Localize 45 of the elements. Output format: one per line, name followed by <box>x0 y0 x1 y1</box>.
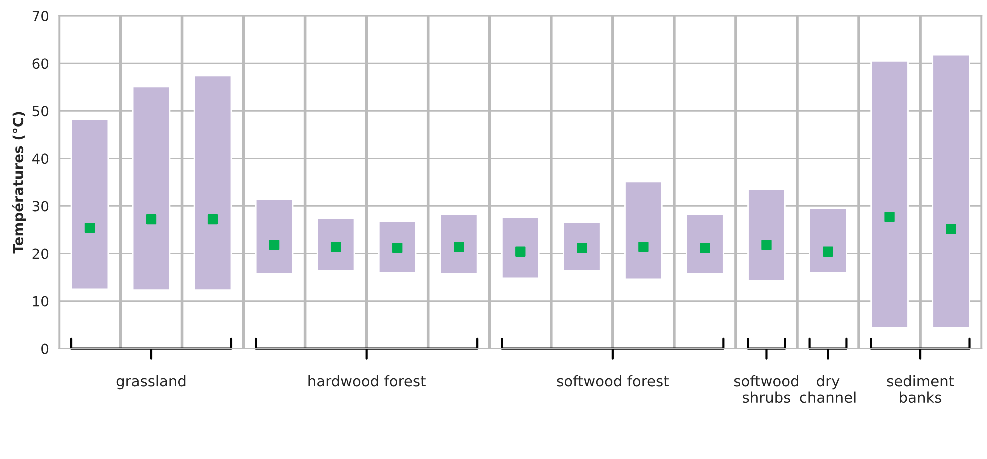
point <box>330 242 342 252</box>
bar <box>563 222 602 272</box>
y-tick-label: 70 <box>32 11 49 22</box>
text: dry channel <box>800 375 856 404</box>
bar <box>316 218 356 272</box>
point <box>269 240 280 250</box>
point <box>762 240 772 250</box>
point <box>884 212 895 222</box>
y-tick-label: 50 <box>32 106 49 117</box>
bar <box>624 181 663 280</box>
bar <box>686 214 724 274</box>
y-axis-title: Températures (°C) <box>12 112 26 254</box>
y-tick-label: 40 <box>32 154 49 164</box>
point <box>208 214 218 225</box>
point <box>946 224 956 234</box>
y-tick-label: 0 <box>42 344 49 354</box>
bar <box>748 188 786 282</box>
y-tick-label: 20 <box>32 248 49 260</box>
text: sediment banks <box>887 375 954 404</box>
point <box>516 246 526 257</box>
point <box>84 223 96 234</box>
text: hardwood forest <box>308 375 426 387</box>
point <box>146 214 157 225</box>
bar <box>932 54 970 329</box>
bar <box>70 119 110 290</box>
bar <box>870 60 909 329</box>
point <box>638 242 649 252</box>
bar <box>809 208 848 274</box>
y-tick-label: 10 <box>33 296 49 307</box>
text: softwood forest <box>557 375 669 387</box>
bar <box>440 214 478 274</box>
bar <box>194 75 232 292</box>
bar <box>132 86 171 292</box>
bar <box>378 220 417 274</box>
point <box>823 246 834 257</box>
bar <box>501 216 540 280</box>
point <box>577 242 588 254</box>
text: grassland <box>116 375 186 390</box>
point <box>700 242 710 254</box>
point <box>454 242 464 252</box>
y-tick-label: 60 <box>32 58 49 70</box>
y-tick-label: 30 <box>32 201 49 212</box>
bar <box>255 198 294 274</box>
text: softwood shrubs <box>734 375 798 404</box>
point <box>392 242 403 254</box>
